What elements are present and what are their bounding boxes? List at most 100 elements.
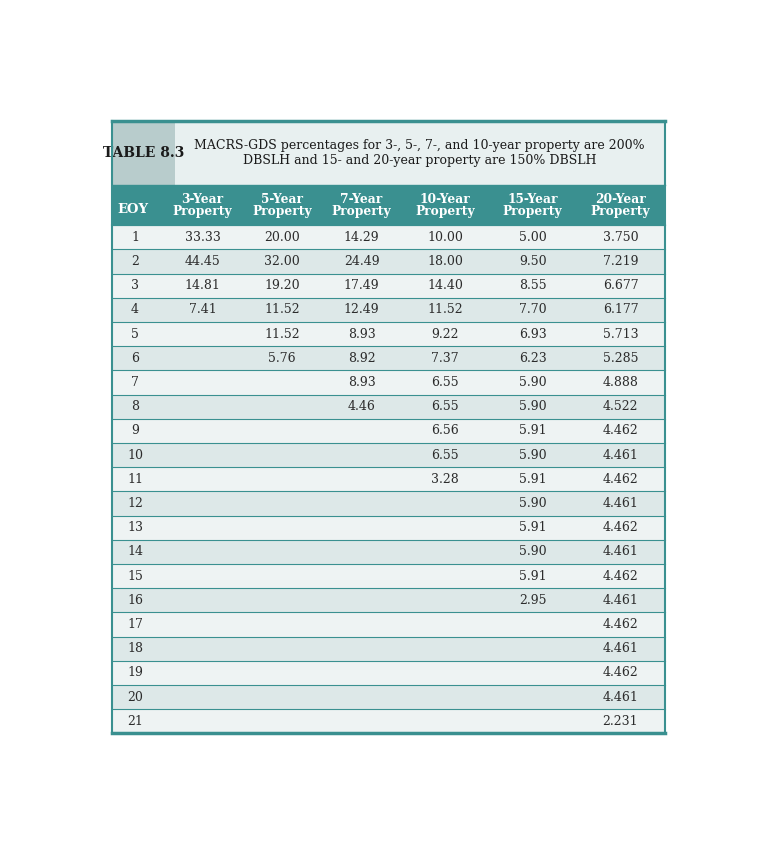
Text: 24.49: 24.49 bbox=[343, 255, 379, 268]
Text: 19.20: 19.20 bbox=[265, 279, 300, 292]
Text: 5.90: 5.90 bbox=[518, 497, 547, 510]
Text: 9: 9 bbox=[131, 425, 139, 437]
Text: 21: 21 bbox=[127, 715, 143, 728]
Text: 5.91: 5.91 bbox=[518, 425, 547, 437]
Text: Property: Property bbox=[252, 205, 312, 217]
Text: Property: Property bbox=[415, 205, 475, 217]
Text: 3.750: 3.750 bbox=[603, 231, 638, 244]
Text: 2.231: 2.231 bbox=[603, 715, 638, 728]
Text: 32.00: 32.00 bbox=[265, 255, 300, 268]
Text: 44.45: 44.45 bbox=[185, 255, 221, 268]
Text: 11.52: 11.52 bbox=[265, 304, 300, 316]
Text: 4.461: 4.461 bbox=[603, 594, 638, 607]
Text: 3: 3 bbox=[131, 279, 139, 292]
Text: Property: Property bbox=[173, 205, 233, 217]
Bar bbox=[112, 467, 665, 492]
Bar bbox=[112, 540, 665, 564]
Text: 5-Year: 5-Year bbox=[261, 193, 303, 206]
Text: 18.00: 18.00 bbox=[427, 255, 463, 268]
Bar bbox=[112, 250, 665, 273]
Text: 20: 20 bbox=[127, 690, 143, 704]
Text: 17.49: 17.49 bbox=[343, 279, 379, 292]
Text: 8.55: 8.55 bbox=[518, 279, 547, 292]
Text: 15: 15 bbox=[127, 569, 143, 583]
Text: 5: 5 bbox=[131, 327, 139, 341]
Text: 6: 6 bbox=[131, 352, 139, 365]
Text: 11: 11 bbox=[127, 473, 143, 486]
Bar bbox=[112, 492, 665, 515]
Text: 10: 10 bbox=[127, 448, 143, 462]
Text: 1: 1 bbox=[131, 231, 139, 244]
Bar bbox=[112, 613, 665, 636]
Bar bbox=[112, 273, 665, 298]
Bar bbox=[112, 564, 665, 588]
Text: 4.462: 4.462 bbox=[603, 473, 638, 486]
Text: Property: Property bbox=[332, 205, 391, 217]
Bar bbox=[112, 394, 665, 419]
Text: 6.55: 6.55 bbox=[431, 400, 459, 413]
Text: 6.93: 6.93 bbox=[518, 327, 547, 341]
Text: 7.41: 7.41 bbox=[189, 304, 217, 316]
Text: 4.462: 4.462 bbox=[603, 521, 638, 534]
Bar bbox=[112, 685, 665, 709]
Text: 7.70: 7.70 bbox=[518, 304, 547, 316]
Text: 8.93: 8.93 bbox=[348, 376, 375, 389]
Text: 6.55: 6.55 bbox=[431, 448, 459, 462]
Text: TABLE 8.3: TABLE 8.3 bbox=[103, 146, 184, 160]
Bar bbox=[112, 443, 665, 467]
Text: 12.49: 12.49 bbox=[343, 304, 379, 316]
Text: 9.50: 9.50 bbox=[518, 255, 547, 268]
Text: 14.81: 14.81 bbox=[185, 279, 221, 292]
Text: 6.55: 6.55 bbox=[431, 376, 459, 389]
Text: 3.28: 3.28 bbox=[431, 473, 459, 486]
Bar bbox=[112, 371, 665, 394]
Text: 4.522: 4.522 bbox=[603, 400, 638, 413]
Bar bbox=[112, 515, 665, 540]
Text: 16: 16 bbox=[127, 594, 143, 607]
Text: 11.52: 11.52 bbox=[428, 304, 463, 316]
Text: 20-Year: 20-Year bbox=[595, 193, 646, 206]
Text: 6.677: 6.677 bbox=[603, 279, 638, 292]
Text: 4.462: 4.462 bbox=[603, 425, 638, 437]
Text: 17: 17 bbox=[127, 618, 143, 631]
Text: 5.713: 5.713 bbox=[603, 327, 638, 341]
Bar bbox=[112, 661, 665, 685]
Text: 5.91: 5.91 bbox=[518, 521, 547, 534]
Text: 5.90: 5.90 bbox=[518, 448, 547, 462]
Bar bbox=[175, 121, 665, 185]
Text: 4.461: 4.461 bbox=[603, 642, 638, 655]
Text: 7.37: 7.37 bbox=[431, 352, 459, 365]
Text: 4.461: 4.461 bbox=[603, 497, 638, 510]
Text: 33.33: 33.33 bbox=[185, 231, 221, 244]
Bar bbox=[112, 636, 665, 661]
Text: 18: 18 bbox=[127, 642, 143, 655]
Text: MACRS-GDS percentages for 3-, 5-, 7-, and 10-year property are 200%
DBSLH and 15: MACRS-GDS percentages for 3-, 5-, 7-, an… bbox=[194, 140, 645, 168]
Text: 5.90: 5.90 bbox=[518, 376, 547, 389]
Text: 10.00: 10.00 bbox=[427, 231, 463, 244]
Text: 19: 19 bbox=[127, 667, 143, 679]
Bar bbox=[112, 588, 665, 613]
Text: 20.00: 20.00 bbox=[265, 231, 300, 244]
Text: 9.22: 9.22 bbox=[431, 327, 459, 341]
Text: 13: 13 bbox=[127, 521, 143, 534]
Text: 12: 12 bbox=[127, 497, 143, 510]
Bar bbox=[112, 709, 665, 733]
Bar bbox=[112, 419, 665, 443]
Text: 4.888: 4.888 bbox=[603, 376, 638, 389]
Text: 5.285: 5.285 bbox=[603, 352, 638, 365]
Text: 6.23: 6.23 bbox=[518, 352, 547, 365]
Text: 14.29: 14.29 bbox=[343, 231, 379, 244]
Text: 14: 14 bbox=[127, 546, 143, 558]
Text: 4.46: 4.46 bbox=[348, 400, 375, 413]
Text: 4.461: 4.461 bbox=[603, 690, 638, 704]
Text: 7: 7 bbox=[131, 376, 139, 389]
Text: 4.461: 4.461 bbox=[603, 448, 638, 462]
Text: 4.462: 4.462 bbox=[603, 569, 638, 583]
Text: 6.56: 6.56 bbox=[431, 425, 459, 437]
Text: 2.95: 2.95 bbox=[518, 594, 547, 607]
Bar bbox=[112, 298, 665, 322]
Text: 7-Year: 7-Year bbox=[340, 193, 383, 206]
Text: 14.40: 14.40 bbox=[427, 279, 463, 292]
Text: EOY: EOY bbox=[117, 203, 149, 217]
Text: 4.461: 4.461 bbox=[603, 546, 638, 558]
